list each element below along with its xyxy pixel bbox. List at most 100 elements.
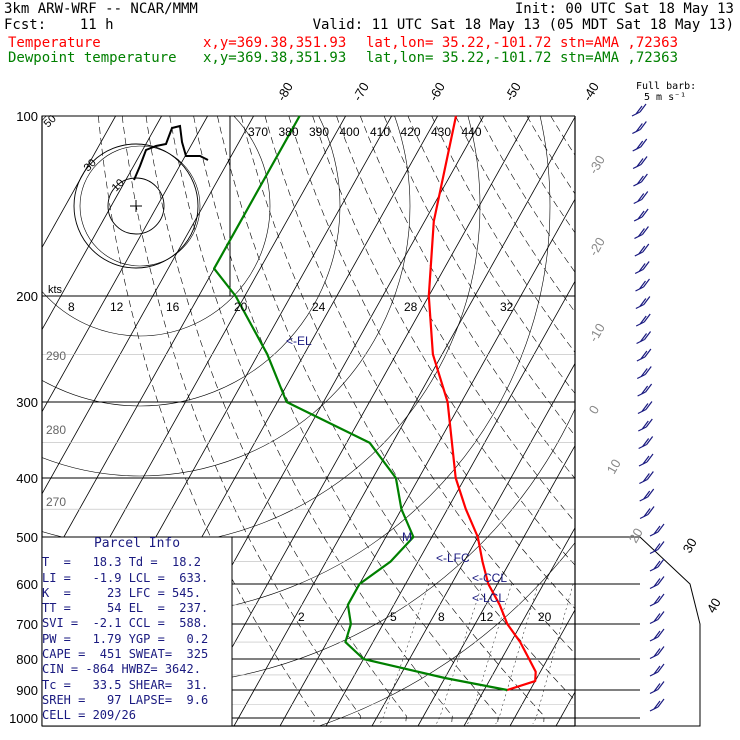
wind-barb-flag: [635, 123, 643, 132]
wind-barb-flag: [653, 630, 661, 640]
wind-barb-flag: [642, 455, 650, 465]
isotherm-line: [509, 609, 575, 726]
wind-barb: [632, 138, 648, 152]
parcel-row: CAPE = 451 SWEAT= 325: [42, 647, 209, 662]
theta-label: 400: [340, 125, 360, 139]
lower-right-frame: [575, 536, 701, 727]
dry-adiabat-line: [550, 116, 575, 156]
wind-barb-shaft: [632, 128, 641, 135]
temperature-tick-label: -10: [586, 321, 608, 345]
wind-barb: [635, 313, 651, 327]
wind-barb-shaft: [649, 688, 659, 695]
wind-barb-flag: [642, 261, 650, 270]
parcel-row: CIN = -864 HWBZ= 3642.: [42, 662, 201, 677]
wind-barb-flag: [636, 140, 644, 150]
pressure-label: 1000: [9, 711, 38, 726]
wind-barb: [639, 506, 655, 520]
wind-barb-flag: [641, 191, 649, 200]
lfc-marker: <-LFC: [436, 551, 470, 565]
wind-barb: [649, 663, 665, 677]
isotherm-line: [42, 116, 116, 249]
parcel-info-box: [41, 536, 233, 727]
wind-barb-shaft: [639, 478, 648, 485]
wind-barb-flag: [637, 210, 645, 220]
theta-label: 420: [401, 125, 421, 139]
isotherm-line: [279, 198, 575, 726]
temperature-xy: x,y=369.38,351.93: [203, 35, 347, 51]
wind-barb-flag: [640, 350, 648, 360]
wind-barb-shaft: [632, 163, 642, 170]
wind-speed-arc: [42, 116, 341, 407]
parcel-row: SVI = -2.1 CCL = 588.: [42, 616, 209, 631]
dewpoint-profile: [213, 115, 508, 692]
wind-barb: [649, 628, 665, 642]
kts-label: kts: [48, 284, 63, 296]
wind-barb-shaft: [633, 216, 643, 222]
hodograph-trace: [133, 124, 209, 181]
wind-barb: [632, 121, 647, 135]
wind-barb-flag: [636, 175, 644, 185]
wind-barb-flag: [643, 296, 651, 305]
wind-barb-flag: [639, 280, 646, 290]
wind-barb-shaft: [649, 618, 659, 625]
parcel-row: SREH = 97 LAPSE= 9.6: [42, 692, 209, 707]
temperature-profile: [427, 115, 537, 692]
isotherm-line: [417, 444, 575, 726]
dry-adiabat-line: [98, 116, 315, 723]
wind-barb-shaft: [636, 356, 646, 362]
isotherm-line: [602, 116, 740, 726]
isotherm-line: [42, 116, 162, 331]
wind-barb-flag: [647, 506, 655, 515]
wind-barb-flag: [636, 158, 644, 167]
dry-adiabat-line: [360, 116, 575, 479]
wind-barb-flag: [640, 333, 648, 342]
wind-barb-shaft: [636, 338, 645, 345]
wind-barb: [636, 348, 652, 362]
wind-barb: [639, 488, 655, 502]
wind-barb-flag: [653, 683, 661, 692]
wind-barb-flag: [639, 298, 647, 307]
temperature-tick-label: -30: [586, 153, 608, 177]
parcel-info-title: Parcel Info: [93, 536, 181, 551]
pressure-label: 600: [16, 577, 38, 592]
wind-barb: [649, 541, 665, 555]
wind-speed-label: 24: [312, 300, 326, 314]
theta-label: 370: [248, 125, 268, 139]
wind-barb: [637, 383, 653, 397]
wind-barb-shaft: [638, 461, 648, 467]
temperature-tick-label: -80: [274, 80, 296, 104]
temperature-station: stn=AMA ,72363: [560, 35, 679, 51]
wind-barb-flag: [635, 105, 643, 115]
wind-barb: [634, 243, 650, 257]
wind-barb: [633, 173, 648, 187]
wind-barb-flag: [657, 681, 665, 690]
wind-barb-flag: [657, 541, 665, 550]
hodograph-box: [41, 115, 231, 297]
wind-barb-flag: [641, 420, 649, 430]
wind-barb-flag: [645, 418, 653, 428]
el-marker: <-EL: [286, 334, 312, 348]
temperature-tick-label: 0: [586, 403, 603, 417]
wind-barb-flag: [642, 243, 650, 253]
wind-barb: [636, 366, 652, 380]
dry-adiabat-line: [383, 116, 575, 437]
wind-barb: [638, 418, 653, 432]
wind-barb-flag: [645, 401, 653, 410]
theta-label-lower: 290: [46, 349, 66, 363]
wind-barb-flag: [640, 156, 648, 165]
pressure-label: 300: [16, 395, 38, 410]
theta-label: 410: [370, 125, 390, 139]
wind-speed-label: 8: [68, 300, 75, 314]
dewpoint-legend: Dewpoint temperature: [8, 50, 177, 66]
wind-barb: [634, 226, 649, 240]
dewpoint-xy: x,y=369.38,351.93: [203, 50, 347, 66]
wind-barb-flag: [646, 471, 654, 480]
wind-barb: [639, 471, 654, 485]
wind-speed-arc: [79, 145, 201, 267]
barb-legend-units: 5 m s⁻¹: [644, 92, 687, 103]
wind-barb-flag: [643, 490, 651, 500]
wind-speed-arc: [42, 116, 411, 477]
dry-adiabat-line: [312, 116, 575, 566]
lcl-marker: <-LCL: [472, 591, 505, 605]
mixing-ratio-line: [495, 583, 539, 725]
